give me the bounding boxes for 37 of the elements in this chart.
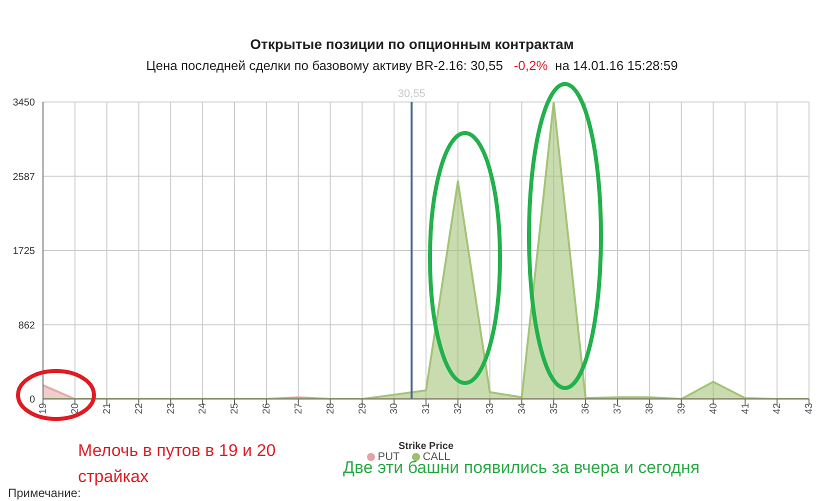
y-tick-label: 2587 xyxy=(12,172,36,183)
text: Примечание: xyxy=(8,486,82,500)
x-tick-label: 37 xyxy=(612,402,624,414)
x-tick-label: 34 xyxy=(516,402,528,414)
x-tick-label: 41 xyxy=(740,402,752,414)
x-tick-label: 38 xyxy=(644,402,656,414)
x-tick-label: 19 xyxy=(38,402,50,414)
chart-title: Открытые позиции по опционным контрактам xyxy=(249,36,575,52)
x-tick-label: 29 xyxy=(357,402,368,414)
x-tick-label: 31 xyxy=(421,402,432,414)
text: Мелочь в путов в 19 и 20 страйках xyxy=(78,440,277,488)
x-tick-label: 39 xyxy=(676,402,688,414)
x-tick-label: 23 xyxy=(166,402,177,414)
x-tick-label: 33 xyxy=(484,402,496,414)
legend-label: PUT xyxy=(376,451,400,463)
x-tick-label: 20 xyxy=(70,402,82,414)
chart-subtitle: Цена последней сделки по базовому активу BR-2.16: 30,55 -0,2% на 14.01.16 15:28:59 xyxy=(146,58,678,73)
y-tick-label: 3450 xyxy=(12,98,36,109)
x-tick-label: 42 xyxy=(772,402,784,414)
x-axis-title: Strike Price xyxy=(398,441,454,452)
y-tick-label: 0 xyxy=(29,394,36,406)
x-tick-label: 27 xyxy=(293,402,304,414)
x-tick-label: 21 xyxy=(102,402,113,414)
x-tick-label: 26 xyxy=(262,402,273,414)
x-tick-label: 30 xyxy=(389,402,400,414)
x-tick-label: 32 xyxy=(453,402,464,414)
x-tick-label: 40 xyxy=(708,402,720,414)
x-tick-label: 35 xyxy=(548,402,560,414)
x-tick-label: 28 xyxy=(325,402,336,414)
x-tick-label: 25 xyxy=(230,402,241,414)
x-tick-label: 36 xyxy=(580,402,592,414)
legend-label: CALL xyxy=(422,451,450,463)
x-tick-label: 22 xyxy=(134,402,145,414)
x-tick-label: 24 xyxy=(198,402,209,414)
y-tick-label: 1725 xyxy=(12,246,36,258)
y-tick-label: 862 xyxy=(18,320,36,332)
x-tick-label: 43 xyxy=(804,402,816,414)
